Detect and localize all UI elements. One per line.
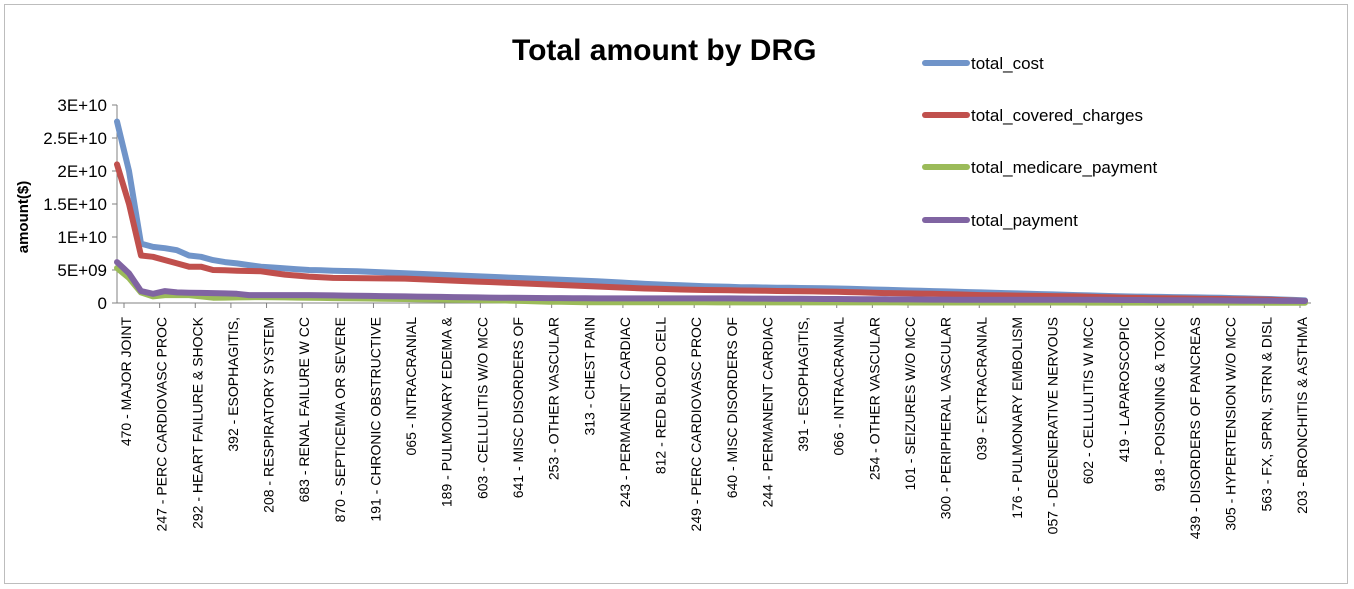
x-tick-label: 470 - MAJOR JOINT (118, 317, 134, 447)
x-tick-label: 419 - LAPAROSCOPIC (1116, 317, 1132, 462)
x-tick-label: 305 - HYPERTENSION W/O MCC (1223, 317, 1239, 531)
x-tick-label: 249 - PERC CARDIOVASC PROC (688, 317, 704, 531)
x-tick-label: 641 - MISC DISORDERS OF (510, 317, 526, 498)
x-tick-label: 101 - SEIZURES W/O MCC (902, 317, 918, 490)
series-line-total-payment (114, 259, 1308, 304)
x-tick-label: 243 - PERMANENT CARDIAC (617, 317, 633, 507)
x-tick-label: 057 - DEGENERATIVE NERVOUS (1045, 317, 1061, 534)
x-tick-label: 203 - BRONCHITIS & ASTHMA (1294, 316, 1310, 513)
x-tick-label: 683 - RENAL FAILURE W CC (296, 317, 312, 502)
legend-label: total_medicare_payment (971, 158, 1157, 177)
x-tick-label: 603 - CELLULITIS W/O MCC (474, 317, 490, 499)
x-tick-label: 191 - CHRONIC OBSTRUCTIVE (367, 317, 383, 522)
chart-title: Total amount by DRG (512, 34, 816, 67)
x-tick-label: 039 - EXTRACRANIAL (973, 317, 989, 460)
y-axis: 0 5E+09 1E+10 1.5E+10 2E+10 2.5E+10 3E+10 (43, 96, 118, 313)
x-tick-label: 439 - DISORDERS OF PANCREAS (1187, 317, 1203, 539)
x-tick-label: 244 - PERMANENT CARDIAC (759, 317, 775, 507)
legend-label: total_cost (971, 54, 1044, 73)
x-tick-label: 870 - SEPTICEMIA OR SEVERE (332, 317, 348, 522)
x-tick-label: 176 - PULMONARY EMBOLISM (1009, 317, 1025, 519)
x-tick-label: 392 - ESOPHAGITIS, (225, 317, 241, 452)
x-tick-label: 918 - POISONING & TOXIC (1151, 317, 1167, 492)
x-tick-label: 640 - MISC DISORDERS OF (724, 317, 740, 498)
x-tick-label: 602 - CELLULITIS W MCC (1080, 317, 1096, 484)
x-tick-label: 066 - INTRACRANIAL (831, 317, 847, 456)
x-tick-label: 313 - CHEST PAIN (581, 317, 597, 436)
x-tick-label: 254 - OTHER VASCULAR (866, 317, 882, 480)
x-tick-label: 563 - FX, SPRN, STRN & DISL (1258, 317, 1274, 512)
x-tick-label: 812 - RED BLOOD CELL (653, 317, 669, 474)
x-tick-label: 065 - INTRACRANIAL (403, 317, 419, 456)
legend: total_cost total_covered_charges total_med… (922, 54, 1157, 230)
line-chart: Total amount by DRG amount($) 0 5E+09 1E+1… (15, 34, 1311, 539)
x-tick-label: 189 - PULMONARY EDEMA & (439, 316, 455, 507)
x-axis: 470 - MAJOR JOINT 247 - PERC CARDIOVASC P… (117, 302, 1311, 539)
series-layer (114, 118, 1308, 306)
y-tick-label: 2.5E+10 (43, 129, 107, 148)
y-tick-label: 0 (98, 294, 107, 313)
y-tick-label: 5E+09 (57, 261, 107, 280)
series-line-total-covered-charges (114, 161, 1308, 304)
legend-label: total_payment (971, 211, 1078, 230)
x-tick-label: 391 - ESOPHAGITIS, (795, 317, 811, 452)
y-tick-label: 2E+10 (57, 162, 107, 181)
chart-frame: Total amount by DRG amount($) 0 5E+09 1E+1… (4, 4, 1348, 584)
y-tick-label: 1.5E+10 (43, 195, 107, 214)
x-tick-label: 300 - PERIPHERAL VASCULAR (938, 317, 954, 519)
y-axis-label: amount($) (15, 181, 32, 254)
x-tick-label: 247 - PERC CARDIOVASC PROC (154, 317, 170, 531)
x-tick-label: 208 - RESPIRATORY SYSTEM (261, 317, 277, 513)
x-tick-label: 253 - OTHER VASCULAR (546, 317, 562, 480)
x-tick-label: 292 - HEART FAILURE & SHOCK (189, 316, 205, 529)
y-tick-label: 1E+10 (57, 228, 107, 247)
y-tick-label: 3E+10 (57, 96, 107, 115)
legend-label: total_covered_charges (971, 106, 1143, 125)
